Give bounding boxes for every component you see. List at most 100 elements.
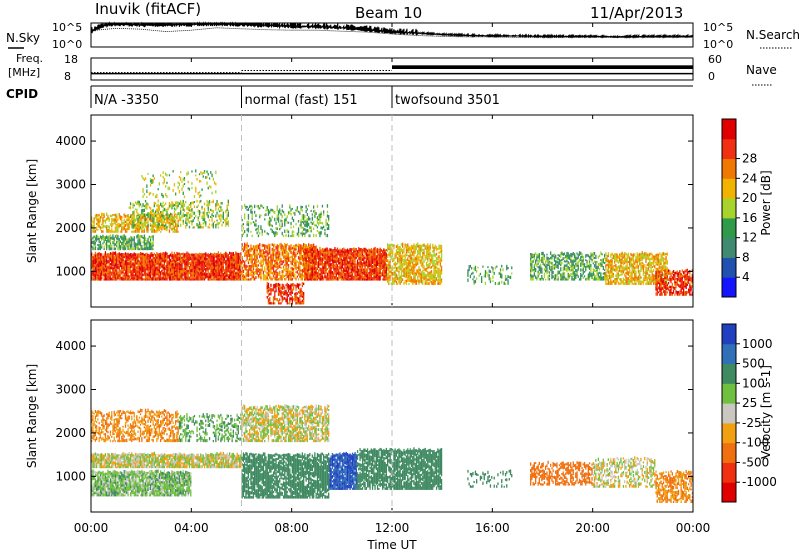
range-cell bbox=[206, 181, 208, 185]
range-cell bbox=[397, 252, 399, 256]
range-cell bbox=[229, 278, 231, 281]
range-cell bbox=[321, 226, 324, 230]
range-cell bbox=[152, 217, 154, 221]
range-cell bbox=[366, 255, 369, 258]
range-cell bbox=[223, 277, 226, 281]
range-cell bbox=[147, 224, 149, 228]
range-cell bbox=[156, 262, 158, 265]
range-cell bbox=[292, 230, 295, 233]
range-cell bbox=[260, 268, 262, 271]
range-cell bbox=[157, 260, 159, 263]
range-cell bbox=[173, 229, 176, 232]
range-cell bbox=[94, 241, 97, 245]
range-cell bbox=[271, 266, 273, 269]
range-cell bbox=[272, 285, 275, 288]
range-cell bbox=[280, 277, 282, 281]
cpid-segment-label: twofsound 3501 bbox=[395, 93, 500, 108]
range-cell bbox=[227, 263, 229, 267]
range-cell bbox=[193, 278, 196, 281]
range-cell bbox=[153, 273, 155, 277]
range-cell bbox=[200, 271, 202, 275]
range-cell bbox=[147, 262, 149, 265]
range-cell bbox=[200, 223, 202, 226]
range-cell bbox=[188, 216, 191, 219]
range-cell bbox=[114, 260, 117, 264]
range-cell bbox=[245, 277, 247, 281]
range-cell bbox=[387, 274, 389, 278]
range-cell bbox=[271, 257, 273, 260]
range-cell bbox=[177, 256, 179, 260]
range-cell bbox=[412, 253, 414, 256]
range-cell bbox=[272, 267, 275, 270]
range-cell bbox=[387, 255, 389, 258]
range-cell bbox=[313, 233, 315, 238]
range-cell bbox=[139, 247, 142, 251]
range-cell bbox=[303, 260, 305, 264]
range-cell bbox=[408, 268, 410, 273]
range-cell bbox=[280, 257, 282, 261]
range-cell bbox=[132, 256, 134, 258]
range-cell bbox=[262, 256, 265, 259]
range-cell bbox=[300, 224, 302, 227]
range-cell bbox=[187, 277, 189, 281]
range-cell bbox=[152, 235, 154, 238]
range-cell bbox=[116, 265, 118, 268]
range-cell bbox=[215, 266, 217, 270]
range-cell bbox=[116, 253, 118, 256]
range-cell bbox=[213, 264, 216, 268]
range-cell bbox=[202, 265, 204, 268]
range-cell bbox=[346, 260, 349, 264]
range-cell bbox=[294, 250, 296, 253]
range-cell bbox=[104, 263, 107, 266]
range-cell bbox=[281, 254, 283, 257]
range-cell bbox=[168, 225, 171, 229]
range-cell bbox=[326, 255, 329, 259]
range-cell bbox=[323, 212, 325, 216]
range-cell bbox=[175, 203, 177, 206]
range-cell bbox=[148, 266, 150, 270]
range-cell bbox=[133, 218, 135, 222]
range-cell bbox=[161, 269, 163, 272]
range-cell bbox=[172, 204, 174, 207]
range-cell bbox=[246, 252, 248, 255]
range-cell bbox=[193, 265, 196, 269]
range-cell bbox=[276, 258, 278, 260]
range-cell bbox=[109, 254, 112, 258]
range-cell bbox=[338, 253, 340, 256]
range-cell bbox=[218, 214, 221, 218]
range-cell bbox=[244, 242, 246, 246]
range-cell bbox=[121, 270, 123, 273]
range-cell bbox=[158, 216, 160, 220]
range-cell bbox=[143, 278, 145, 281]
range-cell bbox=[109, 223, 112, 226]
range-cell bbox=[223, 219, 226, 222]
range-cell bbox=[152, 265, 154, 269]
range-cell bbox=[257, 259, 260, 263]
range-cell bbox=[128, 216, 130, 220]
range-cell bbox=[410, 276, 413, 280]
range-cell bbox=[109, 240, 112, 243]
range-cell bbox=[255, 223, 257, 227]
range-cell bbox=[190, 271, 192, 275]
range-cell bbox=[418, 265, 420, 269]
range-cell bbox=[289, 249, 291, 253]
range-cell bbox=[311, 265, 313, 268]
range-cell bbox=[244, 247, 246, 251]
range-cell bbox=[335, 276, 337, 280]
range-cell bbox=[210, 276, 212, 279]
range-cell bbox=[300, 247, 302, 251]
range-cell bbox=[109, 244, 112, 248]
range-cell bbox=[343, 267, 345, 271]
range-cell bbox=[127, 264, 129, 268]
range-cell bbox=[291, 207, 293, 210]
range-cell bbox=[180, 263, 182, 266]
range-cell bbox=[326, 247, 329, 251]
range-cell bbox=[324, 256, 326, 259]
range-cell bbox=[201, 207, 203, 210]
range-cell bbox=[234, 271, 236, 274]
range-cell bbox=[161, 261, 163, 265]
range-cell bbox=[254, 277, 256, 281]
range-cell bbox=[305, 277, 307, 280]
range-cell bbox=[210, 254, 212, 257]
range-cell bbox=[225, 210, 227, 214]
